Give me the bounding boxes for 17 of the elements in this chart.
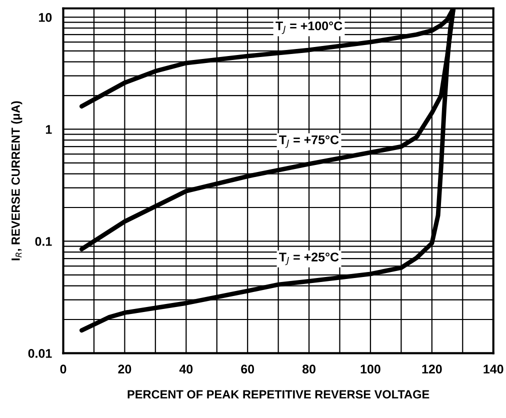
x-axis-title: PERCENT OF PEAK REPETITIVE REVERSE VOLTAGE bbox=[128, 390, 430, 399]
x-tick-label: 60 bbox=[241, 364, 254, 374]
series-label: T$_{J}$ = +100°C bbox=[276, 21, 342, 34]
x-tick-label: 40 bbox=[179, 364, 193, 374]
x-tick-label: 120 bbox=[422, 364, 442, 374]
x-tick-label: 140 bbox=[484, 364, 504, 374]
x-tick-label: 100 bbox=[360, 364, 380, 374]
y-tick-label: 10 bbox=[39, 13, 52, 22]
y-tick-label: 0.01 bbox=[28, 349, 52, 358]
y-axis-title: I$_{R}$, REVERSE CURRENT (μA) bbox=[11, 101, 22, 260]
y-tick-label: 0.1 bbox=[35, 237, 52, 246]
x-tick-label: 80 bbox=[302, 364, 316, 374]
series-label: T$_{J}$ = +25°C bbox=[279, 252, 339, 266]
y-tick-label: 1 bbox=[46, 125, 52, 134]
x-tick-label: 20 bbox=[118, 364, 132, 374]
series-label: T$_{J}$ = +75°C bbox=[279, 135, 339, 148]
x-tick-label: 0 bbox=[60, 364, 66, 374]
